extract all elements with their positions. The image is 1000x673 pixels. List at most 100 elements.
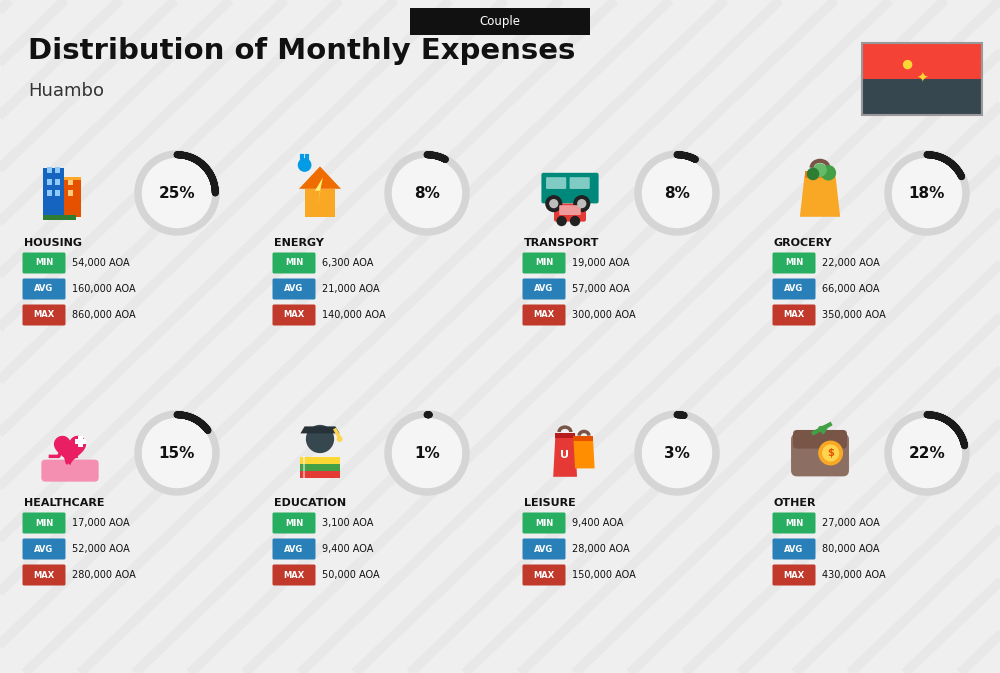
Text: 9,400 AOA: 9,400 AOA [322,544,373,554]
FancyBboxPatch shape [522,538,566,559]
Text: 9,400 AOA: 9,400 AOA [572,518,623,528]
FancyBboxPatch shape [772,565,816,586]
Circle shape [819,441,842,465]
Text: 27,000 AOA: 27,000 AOA [822,518,880,528]
Text: 19,000 AOA: 19,000 AOA [572,258,630,268]
FancyBboxPatch shape [68,179,73,185]
Text: Couple: Couple [480,15,520,28]
Polygon shape [143,419,212,487]
Text: 140,000 AOA: 140,000 AOA [322,310,386,320]
FancyBboxPatch shape [559,205,581,215]
Text: ENERGY: ENERGY [274,238,324,248]
Text: MAX: MAX [783,310,805,320]
Text: MIN: MIN [785,518,803,528]
Polygon shape [885,151,969,235]
FancyBboxPatch shape [522,513,566,534]
Polygon shape [800,175,840,217]
Text: 3,100 AOA: 3,100 AOA [322,518,373,528]
FancyBboxPatch shape [272,513,316,534]
FancyBboxPatch shape [522,304,566,326]
Text: Distribution of Monthly Expenses: Distribution of Monthly Expenses [28,37,575,65]
Circle shape [337,437,342,441]
Text: MAX: MAX [33,310,55,320]
Text: MAX: MAX [783,571,805,579]
FancyBboxPatch shape [41,460,99,482]
Polygon shape [885,411,969,495]
FancyBboxPatch shape [272,304,316,326]
FancyBboxPatch shape [805,172,835,178]
FancyBboxPatch shape [78,436,83,447]
Text: ✦: ✦ [916,72,928,86]
Circle shape [550,200,558,207]
Text: 860,000 AOA: 860,000 AOA [72,310,136,320]
Text: AVG: AVG [34,285,54,293]
Polygon shape [893,419,962,487]
Circle shape [578,200,586,207]
Text: 50,000 AOA: 50,000 AOA [322,570,380,580]
Text: 350,000 AOA: 350,000 AOA [822,310,886,320]
Text: 80,000 AOA: 80,000 AOA [822,544,880,554]
Text: 28,000 AOA: 28,000 AOA [572,544,630,554]
Text: 6,300 AOA: 6,300 AOA [322,258,373,268]
Polygon shape [573,437,595,468]
Polygon shape [135,411,219,495]
FancyBboxPatch shape [22,252,66,273]
Circle shape [557,217,566,225]
Circle shape [571,217,580,225]
Text: MAX: MAX [33,571,55,579]
FancyBboxPatch shape [546,177,566,189]
Text: MIN: MIN [535,518,553,528]
Text: 22%: 22% [909,446,945,460]
Polygon shape [55,437,85,464]
FancyBboxPatch shape [772,513,816,534]
Text: 54,000 AOA: 54,000 AOA [72,258,130,268]
Text: 150,000 AOA: 150,000 AOA [572,570,636,580]
Text: AVG: AVG [784,544,804,553]
FancyBboxPatch shape [22,279,66,299]
Polygon shape [299,166,341,189]
Text: 57,000 AOA: 57,000 AOA [572,284,630,294]
Circle shape [298,159,311,171]
Polygon shape [643,419,712,487]
FancyBboxPatch shape [862,43,982,79]
Text: $: $ [827,448,834,458]
Text: 22,000 AOA: 22,000 AOA [822,258,880,268]
Text: AVG: AVG [34,544,54,553]
Polygon shape [385,411,469,495]
Text: MIN: MIN [285,258,303,267]
Text: 8%: 8% [414,186,440,201]
Text: MAX: MAX [283,571,305,579]
Text: MIN: MIN [35,258,53,267]
FancyBboxPatch shape [68,190,73,197]
Text: AVG: AVG [284,544,304,553]
Text: AVG: AVG [534,285,554,293]
Circle shape [546,196,562,211]
Text: AVG: AVG [534,544,554,553]
FancyBboxPatch shape [22,304,66,326]
Text: MIN: MIN [535,258,553,267]
Text: MAX: MAX [283,310,305,320]
Text: 3%: 3% [664,446,690,460]
FancyBboxPatch shape [791,433,849,476]
Text: 430,000 AOA: 430,000 AOA [822,570,886,580]
FancyBboxPatch shape [272,252,316,273]
Polygon shape [393,159,461,227]
Text: U: U [560,450,569,460]
FancyBboxPatch shape [47,190,52,197]
FancyBboxPatch shape [570,177,590,189]
FancyBboxPatch shape [772,304,816,326]
FancyBboxPatch shape [64,180,81,217]
Polygon shape [393,419,461,487]
Text: 21,000 AOA: 21,000 AOA [322,284,380,294]
Polygon shape [385,151,469,235]
FancyBboxPatch shape [55,179,60,185]
FancyBboxPatch shape [43,215,76,219]
Text: 160,000 AOA: 160,000 AOA [72,284,136,294]
Text: 300,000 AOA: 300,000 AOA [572,310,636,320]
FancyBboxPatch shape [22,565,66,586]
FancyBboxPatch shape [555,433,575,437]
FancyBboxPatch shape [22,538,66,559]
Text: 66,000 AOA: 66,000 AOA [822,284,880,294]
Text: AVG: AVG [784,285,804,293]
Polygon shape [553,434,577,476]
